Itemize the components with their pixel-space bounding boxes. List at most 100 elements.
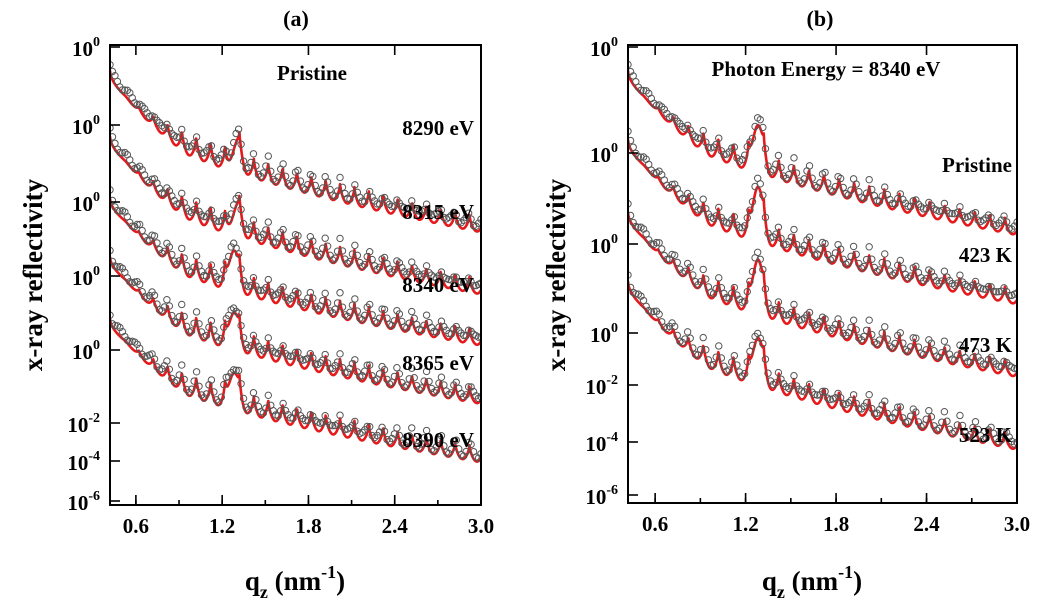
- data-point: [694, 134, 702, 142]
- data-point: [150, 291, 159, 300]
- data-point: [715, 342, 723, 350]
- data-point: [642, 230, 650, 238]
- data-point: [717, 147, 726, 155]
- data-point: [906, 343, 915, 351]
- data-point: [427, 384, 436, 393]
- data-point: [131, 222, 139, 231]
- x-tick-label: 2.4: [382, 514, 409, 538]
- data-point: [759, 265, 767, 274]
- data-point: [153, 239, 161, 247]
- data-point: [958, 421, 967, 430]
- data-point: [912, 408, 920, 416]
- data-point: [212, 333, 221, 341]
- data-point: [984, 355, 993, 364]
- data-point: [966, 431, 975, 439]
- data-point: [823, 324, 832, 333]
- y-tick-label: 10-2: [67, 411, 100, 437]
- data-point: [868, 330, 876, 339]
- data-point: [225, 153, 233, 162]
- data-point: [252, 227, 260, 236]
- data-point: [131, 338, 139, 346]
- data-point: [259, 347, 268, 355]
- data-point: [432, 386, 441, 395]
- data-point: [425, 438, 433, 447]
- data-point: [683, 259, 692, 268]
- data-point: [881, 183, 889, 191]
- data-point: [660, 105, 669, 114]
- data-point: [368, 193, 376, 201]
- data-point: [831, 249, 840, 257]
- data-point: [200, 149, 208, 157]
- data-point: [790, 300, 798, 309]
- data-point: [403, 381, 411, 389]
- data-point: [395, 370, 404, 378]
- data-point: [896, 403, 904, 411]
- data-point: [234, 250, 243, 258]
- data-point: [445, 213, 453, 221]
- data-point: [1010, 222, 1017, 230]
- data-point: [971, 208, 980, 217]
- data-point: [753, 248, 762, 257]
- data-point: [459, 452, 468, 460]
- data-point: [637, 153, 645, 161]
- data-point: [808, 174, 816, 182]
- data-point: [321, 289, 329, 298]
- data-point: [192, 133, 201, 141]
- data-point: [388, 268, 396, 276]
- data-point: [363, 422, 371, 431]
- data-point: [660, 251, 669, 260]
- data-point: [836, 320, 845, 329]
- data-point: [121, 332, 129, 341]
- data-point: [242, 403, 250, 411]
- data-point: [629, 218, 637, 227]
- data-point: [699, 265, 707, 274]
- data-point: [940, 408, 949, 416]
- data-point: [922, 346, 930, 354]
- data-point: [351, 241, 359, 250]
- data-point: [927, 413, 936, 421]
- data-point: [878, 258, 886, 267]
- data-point: [689, 271, 697, 279]
- data-point: [440, 381, 448, 389]
- data-point: [175, 313, 183, 321]
- data-point: [410, 314, 418, 323]
- data-point: [158, 307, 166, 315]
- data-point: [849, 242, 858, 251]
- data-point: [914, 343, 923, 351]
- data-point: [878, 329, 886, 337]
- data-point: [628, 60, 632, 69]
- data-point: [417, 440, 426, 448]
- data-point: [276, 285, 285, 294]
- data-point: [715, 274, 723, 282]
- data-point: [249, 150, 258, 158]
- data-point: [709, 360, 718, 369]
- data-point: [393, 257, 401, 265]
- data-point: [894, 403, 902, 411]
- data-point: [366, 361, 374, 369]
- data-point: [663, 255, 671, 264]
- data-point: [244, 225, 253, 234]
- data-point: [403, 270, 411, 278]
- y-tick-label: 100: [72, 190, 100, 216]
- data-point: [333, 299, 342, 307]
- data-point: [938, 348, 946, 357]
- data-point: [883, 335, 892, 343]
- data-point: [450, 273, 458, 281]
- data-point: [247, 223, 255, 231]
- data-point: [785, 170, 793, 179]
- series-label: 523 K: [959, 423, 1013, 447]
- y-tick-label: 100: [72, 113, 100, 139]
- data-point: [366, 248, 374, 256]
- data-point: [912, 334, 920, 342]
- data-point: [207, 206, 216, 215]
- data-point: [829, 324, 837, 333]
- data-point: [311, 181, 319, 190]
- data-point: [264, 218, 272, 226]
- x-tick-label: 2.4: [913, 512, 940, 536]
- data-point: [227, 149, 235, 157]
- data-point: [361, 311, 369, 320]
- data-point: [279, 225, 287, 234]
- data-point: [234, 125, 243, 133]
- data-point: [247, 342, 255, 350]
- data-point: [759, 339, 767, 348]
